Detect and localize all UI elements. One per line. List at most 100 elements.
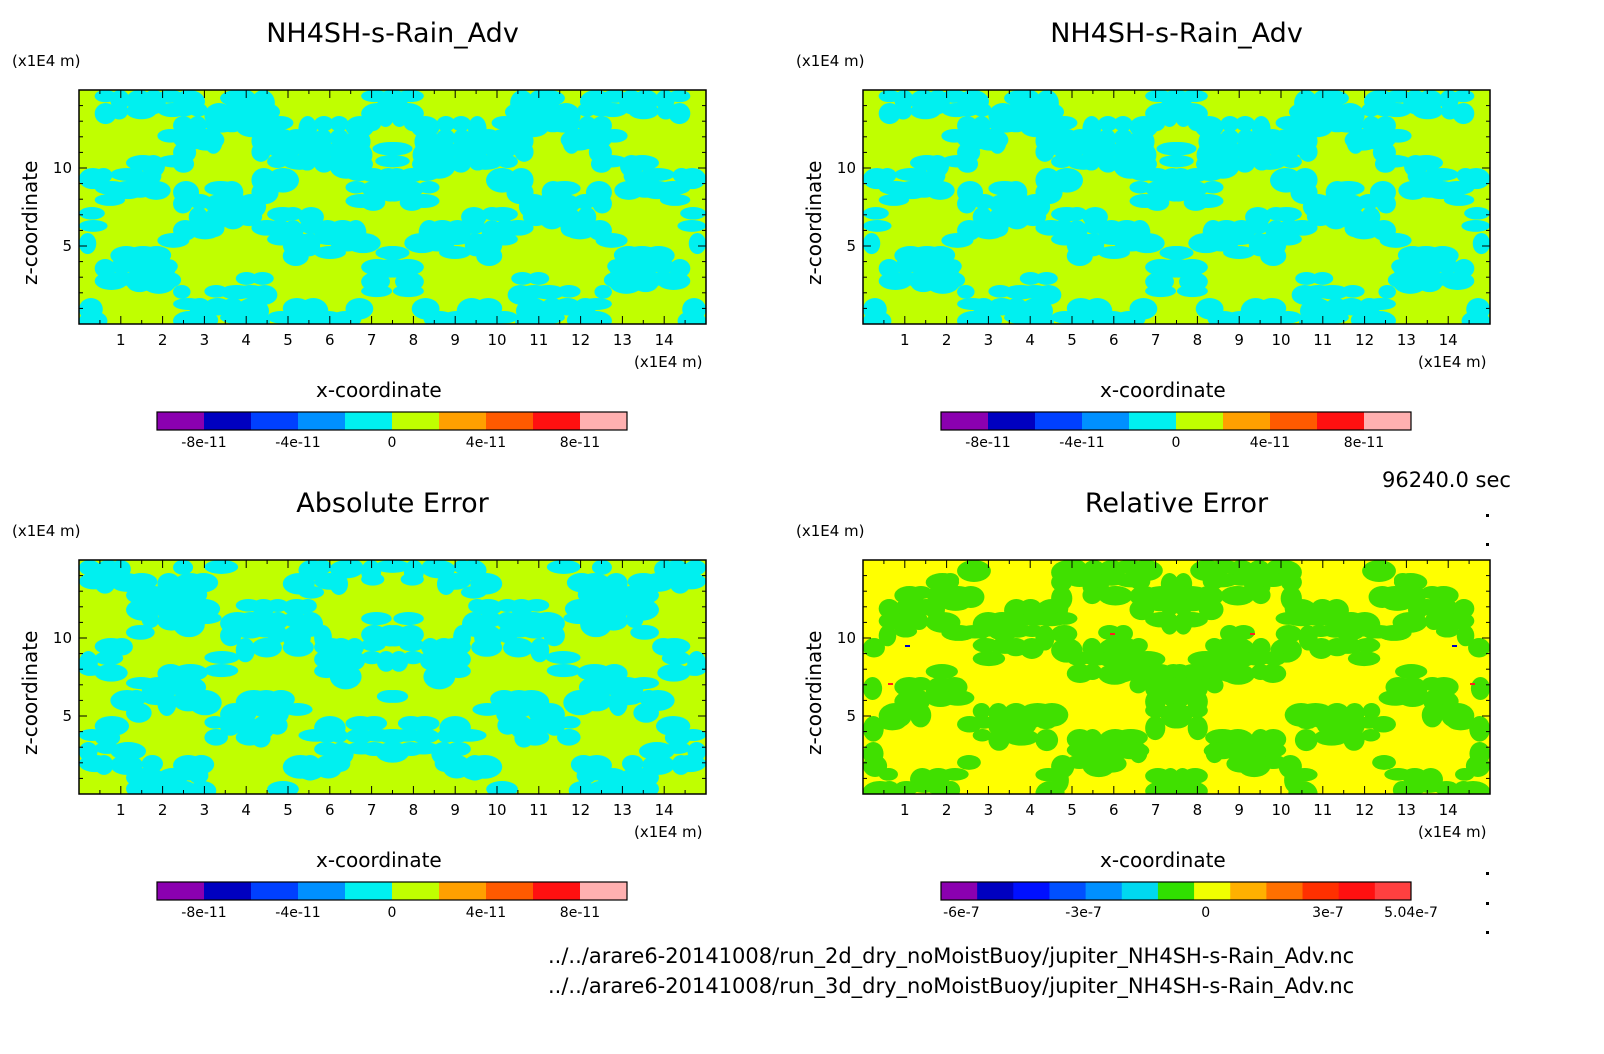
contour-region bbox=[390, 103, 409, 128]
x-tick-label: 5 bbox=[1067, 331, 1077, 349]
contour-region bbox=[577, 586, 597, 603]
contour-region bbox=[1004, 729, 1039, 746]
contour-region bbox=[329, 311, 362, 324]
contour-region bbox=[204, 651, 240, 665]
contour-region bbox=[204, 220, 225, 238]
y-tick-label: 5 bbox=[62, 237, 72, 255]
colorbar-swatch bbox=[580, 412, 628, 430]
colorbar-swatch bbox=[1338, 882, 1376, 900]
contour-region bbox=[627, 573, 659, 591]
contour-region bbox=[329, 116, 349, 132]
contour-region bbox=[878, 716, 906, 731]
contour-region bbox=[1468, 638, 1490, 658]
contour-region bbox=[141, 755, 163, 773]
contour-region bbox=[661, 651, 691, 666]
contour-region bbox=[1113, 664, 1135, 683]
chart-title: Relative Error bbox=[1084, 488, 1269, 519]
contour-region bbox=[345, 155, 373, 174]
x-tick-label: 9 bbox=[450, 331, 460, 349]
contour-region bbox=[1160, 612, 1179, 635]
contour-region bbox=[1346, 129, 1365, 154]
colorbar-swatch bbox=[1364, 412, 1412, 430]
x-tick-label: 13 bbox=[1397, 801, 1416, 819]
contour-region bbox=[404, 233, 440, 254]
contour-region bbox=[1220, 116, 1240, 132]
speck-mark bbox=[888, 683, 893, 685]
contour-region bbox=[1205, 729, 1240, 747]
contour-region bbox=[472, 703, 503, 716]
contour-region bbox=[453, 560, 471, 575]
colorbar-tick-label: 0 bbox=[1201, 905, 1210, 921]
contour-region bbox=[375, 246, 409, 260]
chart-title: NH4SH-s-Rain_Adv bbox=[266, 18, 519, 49]
x-tick-label: 4 bbox=[1025, 801, 1035, 819]
x-tick-label: 8 bbox=[1193, 801, 1203, 819]
contour-region bbox=[1309, 638, 1334, 659]
colorbar-swatch bbox=[1121, 882, 1159, 900]
colorbar-swatch bbox=[580, 882, 628, 900]
contour-region bbox=[173, 285, 191, 299]
colorbar-swatch bbox=[204, 882, 252, 900]
colorbar-tick-label: 4e-11 bbox=[466, 905, 506, 921]
contour-region bbox=[941, 768, 969, 781]
colorbar-tick-label: 4e-11 bbox=[1250, 435, 1290, 451]
contour-field bbox=[79, 560, 706, 794]
contour-region bbox=[1187, 116, 1208, 132]
contour-region bbox=[267, 716, 288, 735]
contour-region bbox=[1421, 703, 1443, 728]
y-unit-label: (x1E4 m) bbox=[12, 52, 81, 70]
contour-region bbox=[957, 155, 979, 173]
contour-region bbox=[397, 716, 424, 731]
contour-region bbox=[1461, 220, 1490, 232]
contour-region bbox=[110, 638, 133, 656]
contour-region bbox=[1082, 155, 1101, 171]
contour-region bbox=[380, 181, 409, 202]
contour-region bbox=[314, 246, 346, 259]
contour-region bbox=[957, 755, 981, 770]
contour-region bbox=[1202, 573, 1224, 590]
colorbar-swatch bbox=[1176, 412, 1224, 430]
contour-region bbox=[94, 729, 121, 747]
contour-region bbox=[126, 703, 152, 723]
contour-region bbox=[486, 781, 518, 794]
contour-region bbox=[1113, 625, 1133, 642]
contour-region bbox=[1196, 155, 1224, 174]
colorbar-swatch bbox=[941, 412, 989, 430]
y-tick-label: 10 bbox=[837, 629, 856, 647]
contour-region bbox=[329, 573, 349, 596]
contour-region bbox=[863, 207, 889, 220]
contour-region bbox=[1374, 155, 1396, 173]
contour-region bbox=[220, 625, 242, 647]
contour-region bbox=[591, 586, 612, 600]
contour-region bbox=[141, 781, 162, 794]
contour-region bbox=[1019, 638, 1044, 659]
chart-title: NH4SH-s-Rain_Adv bbox=[1050, 18, 1303, 49]
contour-region bbox=[126, 781, 146, 794]
colorbar-swatch bbox=[1317, 412, 1365, 430]
contour-region bbox=[220, 716, 241, 736]
panel-bottom-left: Absolute Error (x1E4 m) (x1E4 m) x-coordina… bbox=[0, 470, 780, 940]
contour-region bbox=[664, 729, 691, 747]
contour-region bbox=[592, 194, 612, 214]
contour-region bbox=[235, 311, 270, 324]
contour-region bbox=[941, 599, 970, 611]
contour-region bbox=[1281, 155, 1302, 169]
contour-region bbox=[1145, 194, 1170, 211]
contour-region bbox=[957, 285, 975, 299]
contour-region bbox=[1156, 142, 1193, 156]
contour-region bbox=[1035, 272, 1058, 285]
contour-region bbox=[1176, 285, 1208, 298]
contour-region bbox=[298, 599, 317, 613]
x-tick-label: 10 bbox=[487, 801, 506, 819]
contour-region bbox=[1035, 716, 1057, 730]
y-unit-label: (x1E4 m) bbox=[12, 522, 81, 540]
contour-region bbox=[94, 168, 113, 183]
contour-region bbox=[79, 311, 108, 324]
y-unit-label: (x1E4 m) bbox=[796, 52, 865, 70]
contour-region bbox=[376, 103, 395, 128]
contour-region bbox=[1344, 220, 1365, 238]
contour-region bbox=[1362, 703, 1381, 720]
contour-region bbox=[298, 155, 317, 171]
contour-region bbox=[628, 103, 659, 120]
contour-region bbox=[607, 259, 628, 274]
